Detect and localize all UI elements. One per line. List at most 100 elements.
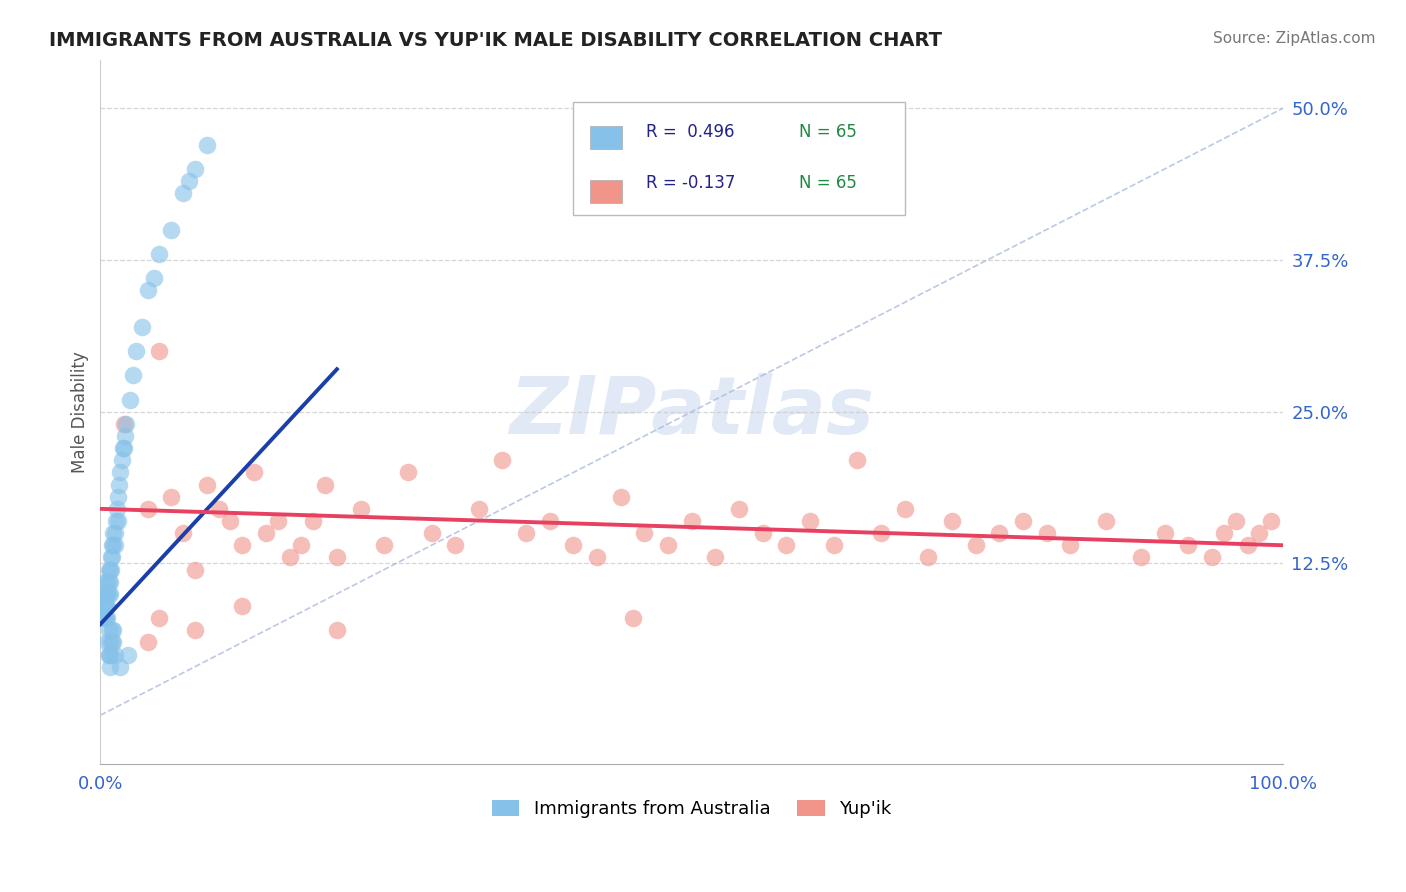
Point [98,587,121,601]
Point [97,624,120,638]
Point [195,477,218,491]
Point [125,344,148,359]
Point [254,526,277,541]
Point [117,648,139,662]
Point [118,392,141,407]
Point [290,538,312,552]
Point [107,514,129,528]
Point [267,514,290,528]
Point [1094,514,1116,528]
Point [160,222,183,236]
Point [195,137,218,152]
Point [110,659,132,673]
Point [1059,538,1081,552]
Point [103,624,125,638]
Point [96,635,118,649]
Point [988,526,1011,541]
Point [917,550,939,565]
Point [704,550,727,565]
Point [728,501,751,516]
Point [91,611,114,625]
Point [184,563,207,577]
Point [103,526,125,541]
Point [172,526,194,541]
Point [373,538,395,552]
Point [112,417,135,431]
Point [100,563,122,577]
Legend: Immigrants from Australia, Yup'ik: Immigrants from Australia, Yup'ik [485,792,898,825]
Point [101,624,124,638]
Point [893,501,915,516]
Point [326,624,349,638]
Point [110,466,132,480]
Point [775,538,797,552]
Point [93,599,115,613]
Point [136,283,159,297]
Point [1201,550,1223,565]
Text: Source: ZipAtlas.com: Source: ZipAtlas.com [1212,31,1375,46]
Point [231,538,253,552]
Point [420,526,443,541]
Point [98,574,121,589]
Point [444,538,467,552]
Point [111,453,134,467]
Point [107,490,129,504]
Point [148,611,170,625]
Point [97,574,120,589]
Point [184,161,207,176]
Point [562,538,585,552]
Point [114,429,136,443]
Point [104,514,127,528]
Point [131,319,153,334]
Point [349,501,371,516]
Point [94,574,117,589]
Point [96,574,118,589]
Point [93,587,115,601]
Point [96,587,118,601]
Point [207,501,229,516]
Point [538,514,561,528]
Point [100,648,122,662]
Point [94,611,117,625]
Point [314,477,336,491]
Point [115,417,138,431]
Point [1153,526,1175,541]
Point [586,550,609,565]
Point [96,611,118,625]
Point [142,271,165,285]
Point [103,635,125,649]
Point [172,186,194,201]
Point [103,538,125,552]
Point [98,563,121,577]
Point [96,599,118,613]
Point [1177,538,1199,552]
Point [136,501,159,516]
Point [965,538,987,552]
Point [1035,526,1057,541]
Point [94,599,117,613]
Point [97,563,120,577]
Point [98,635,121,649]
Point [1236,538,1258,552]
Point [97,587,120,601]
Point [219,514,242,528]
Point [1012,514,1035,528]
Point [97,648,120,662]
Point [148,247,170,261]
Point [112,441,135,455]
Point [184,624,207,638]
Point [96,587,118,601]
Point [633,526,655,541]
Point [101,538,124,552]
Y-axis label: Male Disability: Male Disability [72,351,89,473]
Point [468,501,491,516]
Point [105,501,128,516]
Point [823,538,845,552]
Point [870,526,893,541]
Point [100,550,122,565]
Point [97,648,120,662]
Point [243,466,266,480]
Point [657,538,679,552]
Point [326,550,349,565]
Point [103,526,125,541]
